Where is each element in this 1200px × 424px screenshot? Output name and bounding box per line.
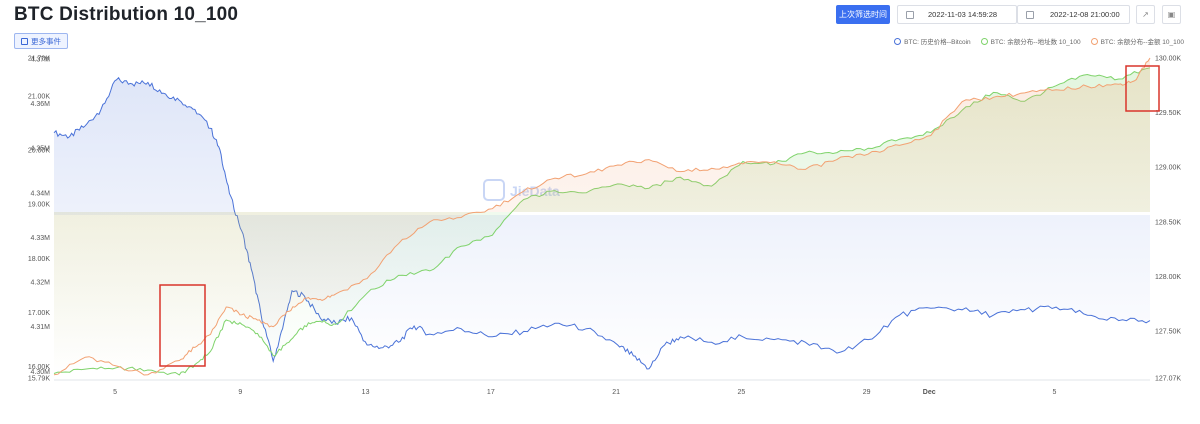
start-date-picker[interactable]: 2022-11-03 14:59:28 (897, 5, 1017, 24)
legend-marker-icon (894, 37, 902, 45)
more-events-label: 更多事件 (31, 36, 61, 46)
calendar-icon (21, 37, 28, 45)
x-tick-label: Dec (923, 389, 936, 396)
save-icon[interactable]: ▣ (1162, 5, 1181, 24)
legend-marker-icon (1090, 37, 1098, 45)
series-area-1 (54, 67, 1150, 375)
y-tick-right: 129.50K (1155, 110, 1181, 117)
y-tick-left-inner: 4.32M (31, 280, 51, 287)
legend-label: BTC: 余额分布--地址数 10_100 (990, 39, 1081, 46)
x-tick-label: 5 (113, 389, 117, 396)
chart-legend: BTC: 历史价格--Bitcoin BTC: 余额分布--地址数 10_100… (894, 36, 1184, 46)
y-tick-left-inner: 4.34M (31, 190, 51, 197)
y-tick-left-outer: 19.00K (28, 202, 51, 209)
annotation-box-nov-8 (159, 284, 206, 367)
x-tick-label: 9 (238, 389, 242, 396)
y-tick-left-inner: 4.31M (31, 324, 51, 331)
x-tick-label: 13 (362, 389, 370, 396)
legend-label: BTC: 余额分布--金额 10_100 (1100, 39, 1184, 46)
y-tick-left-inner: 4.37M (31, 56, 51, 63)
more-events-button[interactable]: 更多事件 (14, 33, 68, 49)
y-tick-left-outer: 21.70K (28, 56, 51, 63)
y-tick-right: 130.00K (1155, 56, 1181, 63)
legend-marker-icon (980, 37, 988, 45)
y-tick-left-outer: 17.00K (28, 310, 51, 317)
end-date-picker[interactable]: 2022-12-08 21:00:00 (1017, 5, 1130, 24)
last-filter-time-button[interactable]: 上次筛选时间 (836, 5, 890, 24)
y-tick-right: 127.07K (1155, 376, 1181, 383)
end-date-value: 2022-12-08 21:00:00 (1050, 10, 1120, 19)
x-tick-label: 29 (863, 389, 871, 396)
x-tick-label: 5 (1053, 389, 1057, 396)
y-tick-right: 129.00K (1155, 165, 1181, 172)
y-tick-right: 128.50K (1155, 219, 1181, 226)
y-tick-left-inner: 4.35M (31, 146, 51, 153)
x-tick-label: 21 (612, 389, 620, 396)
x-tick-label: 25 (737, 389, 745, 396)
legend-label: BTC: 历史价格--Bitcoin (904, 39, 971, 46)
y-tick-left-inner: 4.30M (31, 369, 51, 376)
calendar-icon (906, 10, 914, 19)
legend-item-balance[interactable]: BTC: 余额分布--金额 10_100 (1090, 36, 1184, 46)
y-tick-right: 127.50K (1155, 329, 1181, 336)
series-line-0 (53, 76, 1151, 370)
y-tick-left-inner: 4.36M (31, 101, 51, 108)
y-tick-right: 128.00K (1155, 274, 1181, 281)
y-tick-left-outer: 20.00K (28, 148, 51, 155)
annotation-box-dec-8 (1125, 65, 1160, 112)
legend-item-address-count[interactable]: BTC: 余额分布--地址数 10_100 (980, 36, 1081, 46)
page-title: BTC Distribution 10_100 (14, 4, 239, 25)
y-tick-left-outer: 18.00K (28, 256, 51, 263)
legend-item-price[interactable]: BTC: 历史价格--Bitcoin (894, 36, 971, 46)
y-tick-left-outer: 15.79K (28, 376, 51, 383)
watermark-logo-icon (483, 179, 505, 201)
x-tick-label: 17 (487, 389, 495, 396)
start-date-value: 2022-11-03 14:59:28 (928, 10, 998, 19)
export-icon[interactable]: ↗ (1136, 5, 1155, 24)
series-line-2 (53, 57, 1151, 376)
y-tick-left-inner: 4.33M (31, 235, 51, 242)
y-tick-left-outer: 21.00K (28, 93, 51, 100)
y-tick-left-outer: 16.00K (28, 364, 51, 371)
calendar-icon (1026, 10, 1034, 19)
